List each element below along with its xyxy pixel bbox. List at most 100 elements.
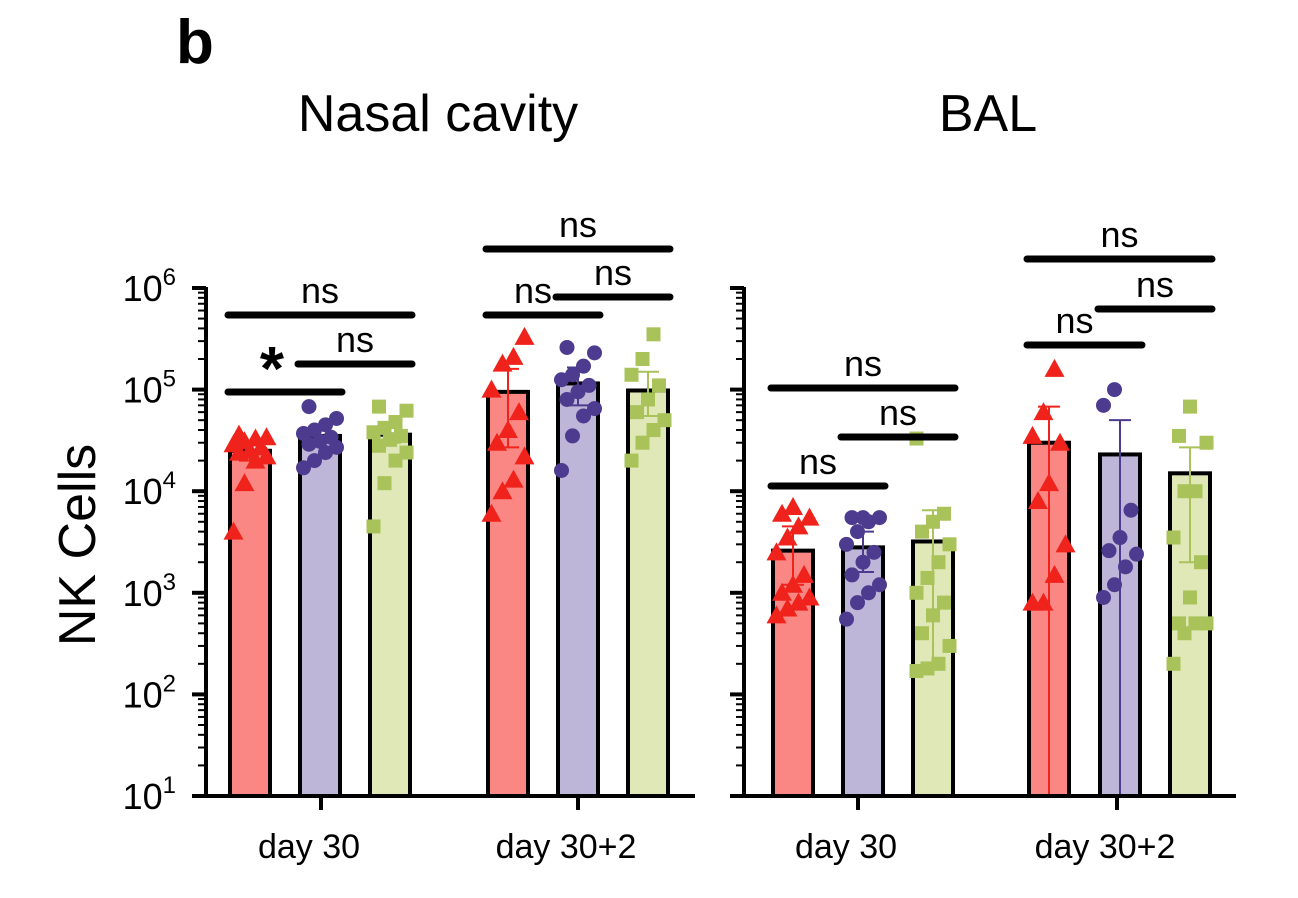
data-point-square [394, 428, 408, 443]
data-point-triangle [487, 432, 507, 451]
y-tick-exponent: 4 [163, 467, 176, 494]
x-tick-label: day 30+2 [1035, 828, 1176, 866]
data-point-square [388, 453, 403, 468]
significance-label: ns [1055, 300, 1093, 341]
data-point-square [635, 435, 650, 450]
data-point-square [1166, 530, 1181, 545]
data-point-circle [1096, 589, 1111, 605]
data-point-square [1183, 399, 1197, 414]
data-point-triangle [256, 427, 277, 446]
data-point-square [931, 656, 946, 671]
data-point-triangle [509, 402, 529, 421]
data-point-triangle [788, 592, 809, 611]
significance-label: ns [879, 392, 917, 433]
data-point-square [909, 585, 924, 600]
data-point-square [366, 519, 381, 534]
x-tick-label: day 30 [795, 828, 897, 866]
data-point-circle [839, 611, 854, 627]
significance-label: ns [336, 319, 374, 360]
data-point-square [646, 423, 661, 438]
data-point-triangle [783, 496, 803, 515]
data-point-square [388, 414, 403, 429]
data-point-triangle [772, 503, 792, 522]
data-point-circle [576, 408, 591, 424]
data-point-triangle [777, 527, 798, 546]
bar-purple-1 [556, 381, 600, 798]
data-point-triangle [1044, 564, 1065, 583]
data-point-triangle [514, 446, 535, 465]
data-point-circle [1123, 502, 1139, 518]
data-point-triangle [1033, 592, 1054, 611]
data-point-square [942, 638, 957, 653]
data-point-triangle [766, 605, 787, 624]
data-point-circle [318, 417, 333, 433]
data-point-square [937, 506, 951, 521]
data-point-square [399, 445, 414, 460]
data-point-square [1183, 590, 1197, 605]
data-point-square [652, 378, 666, 393]
data-point-circle [1107, 577, 1122, 593]
data-point-square [635, 352, 650, 367]
data-point-square [1194, 555, 1208, 570]
data-point-circle [1101, 543, 1117, 559]
data-point-triangle [777, 598, 798, 617]
data-point-circle [1129, 546, 1144, 562]
data-point-triangle [1044, 358, 1065, 377]
data-point-circle [866, 544, 882, 560]
significance-label: ns [514, 270, 552, 311]
data-point-square [915, 524, 929, 539]
data-point-square [657, 413, 672, 428]
y-tick-exponent: 5 [163, 366, 176, 393]
data-point-circle [844, 510, 860, 526]
y-tick-exponent: 3 [163, 569, 176, 596]
data-point-triangle [492, 481, 513, 500]
data-point-triangle [492, 353, 513, 372]
y-tick-exponent: 1 [163, 772, 176, 799]
data-point-circle [565, 428, 580, 444]
data-point-square [1172, 428, 1186, 443]
y-tick-label: 103 [123, 569, 176, 614]
y-tick-base: 10 [123, 370, 163, 411]
significance-label: ns [559, 204, 597, 245]
data-point-square [641, 392, 655, 407]
data-point-square [383, 432, 397, 447]
significance-label: ns [1100, 214, 1138, 255]
data-point-square [1199, 616, 1214, 631]
y-tick-base: 10 [123, 776, 163, 817]
significance-label: ns [799, 441, 837, 482]
bar-green-1 [626, 388, 670, 798]
data-point-square [372, 438, 386, 453]
y-tick-label: 105 [123, 366, 176, 411]
data-point-triangle [1050, 432, 1070, 451]
data-point-square [937, 595, 951, 610]
data-point-square [926, 608, 940, 623]
data-point-square [942, 537, 957, 552]
data-point-circle [296, 460, 311, 476]
data-point-circle [307, 453, 322, 469]
data-point-circle [855, 554, 871, 570]
data-point-triangle [229, 424, 249, 443]
y-tick-base: 10 [123, 471, 163, 512]
data-point-square [1177, 484, 1192, 499]
data-point-circle [1118, 559, 1133, 575]
data-point-square [377, 420, 392, 435]
data-point-triangle [783, 574, 803, 593]
x-tick-label: day 30 [258, 828, 360, 866]
chart-title-bal: BAL [938, 85, 1038, 143]
y-tick-label: 104 [123, 467, 176, 512]
data-point-circle [323, 429, 339, 445]
data-point-square [630, 405, 644, 420]
data-point-triangle [481, 379, 502, 398]
data-point-triangle [772, 582, 792, 601]
data-point-circle [1107, 382, 1122, 398]
data-point-triangle [1028, 491, 1048, 510]
data-point-circle [872, 577, 887, 593]
data-point-square [920, 661, 935, 676]
significance-label: ns [1136, 264, 1174, 305]
data-point-triangle [794, 564, 814, 583]
data-point-square [915, 626, 929, 641]
data-point-triangle [234, 473, 255, 492]
significance-label: ns [594, 252, 632, 293]
data-point-triangle [503, 346, 524, 365]
